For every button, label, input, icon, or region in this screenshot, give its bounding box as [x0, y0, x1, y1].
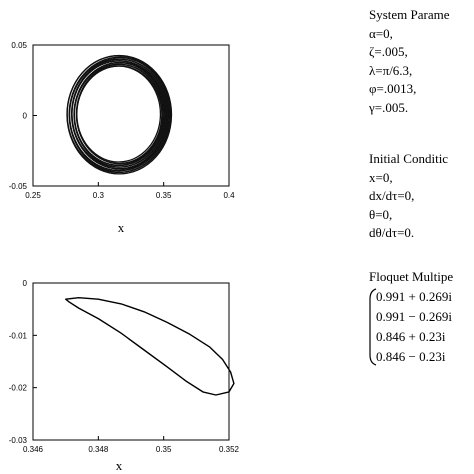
plot1-x-tick-label: 0.25: [25, 191, 41, 200]
plot2-y-ticks: 0 -0.01 -0.02 -0.03: [9, 279, 37, 445]
phase-plot-ring: 0.25 0.3 0.35 0.4 0.05 0 -0.05 x: [9, 41, 235, 235]
plot2-x-ticks: 0.346 0.348 0.35 0.352: [23, 436, 240, 454]
plot1-x-tick-label: 0.4: [223, 191, 235, 200]
teardrop-trajectory: [65, 297, 235, 396]
ic-theta: θ=0,: [369, 206, 393, 222]
initial-conditions-title: Initial Conditic: [369, 151, 449, 166]
plot1-x-ticks: 0.25 0.3 0.35 0.4: [25, 182, 235, 200]
plot2-y-tick-label: -0.03: [9, 436, 28, 445]
plot1-data-layer: [66, 54, 173, 175]
param-gamma: γ=.005.: [369, 99, 409, 115]
ic-dxdt: dx/dτ=0,: [369, 188, 415, 203]
floquet-multipliers-title: Floquet Multipe: [369, 269, 454, 284]
initial-conditions-block: Initial Conditic x=0, dx/dτ=0, θ=0, dθ/d…: [369, 150, 448, 243]
floquet-row-2: 0.991 − 0.269i: [376, 309, 452, 324]
plot2-x-tick-label: 0.352: [219, 445, 240, 454]
system-parameters-block: System Parame α=0, ζ=.005, λ=π/6.3, φ=.0…: [369, 6, 450, 117]
floquet-multipliers-title-wrap: Floquet Multipe: [369, 268, 453, 287]
plot2-x-tick-label: 0.346: [23, 445, 44, 454]
plot1-y-tick-label: 0: [23, 112, 28, 121]
plot1-x-tick-label: 0.3: [93, 191, 105, 200]
floquet-row-3: 0.846 + 0.23i: [376, 329, 446, 344]
ic-x: x=0,: [369, 169, 393, 185]
plot2-frame: [32, 282, 230, 441]
param-alpha: α=0,: [369, 25, 393, 41]
floquet-matrix: 0.991 + 0.269i 0.991 − 0.269i 0.846 + 0.…: [369, 287, 474, 367]
plot1-x-axis-label: x: [118, 220, 125, 235]
plot2-x-tick-label: 0.35: [156, 445, 172, 454]
plot1-y-tick-label: -0.05: [9, 182, 28, 191]
plot2-x-tick-label: 0.348: [88, 445, 109, 454]
ic-dthetadt: dθ/dτ=0.: [369, 225, 415, 240]
plot2-y-tick-label: -0.02: [9, 384, 28, 393]
plot2-x-axis-label: x: [116, 458, 123, 473]
floquet-row-1: 0.991 + 0.269i: [376, 289, 452, 304]
param-zeta: ζ=.005,: [369, 44, 408, 59]
plot2-y-tick-label: -0.01: [9, 331, 28, 340]
matrix-bracket: [369, 288, 377, 366]
system-parameters-title: System Parame: [369, 7, 450, 22]
ring-trajectory-loop: [66, 54, 173, 175]
plot1-y-tick-label: 0.05: [11, 41, 27, 50]
plot2-y-tick-label: 0: [23, 279, 28, 288]
plot1-x-tick-label: 0.35: [156, 191, 172, 200]
plot2-data-layer: [65, 297, 235, 396]
param-lambda: λ=π/6.3,: [369, 62, 413, 78]
floquet-row-4: 0.846 − 0.23i: [376, 349, 446, 364]
param-phi: φ=.0013,: [369, 81, 417, 96]
plot1-y-ticks: 0.05 0 -0.05: [9, 41, 37, 191]
phase-plot-loop: 0.346 0.348 0.35 0.352 0 -0.01 -0.02 -0.03 x: [9, 279, 240, 473]
